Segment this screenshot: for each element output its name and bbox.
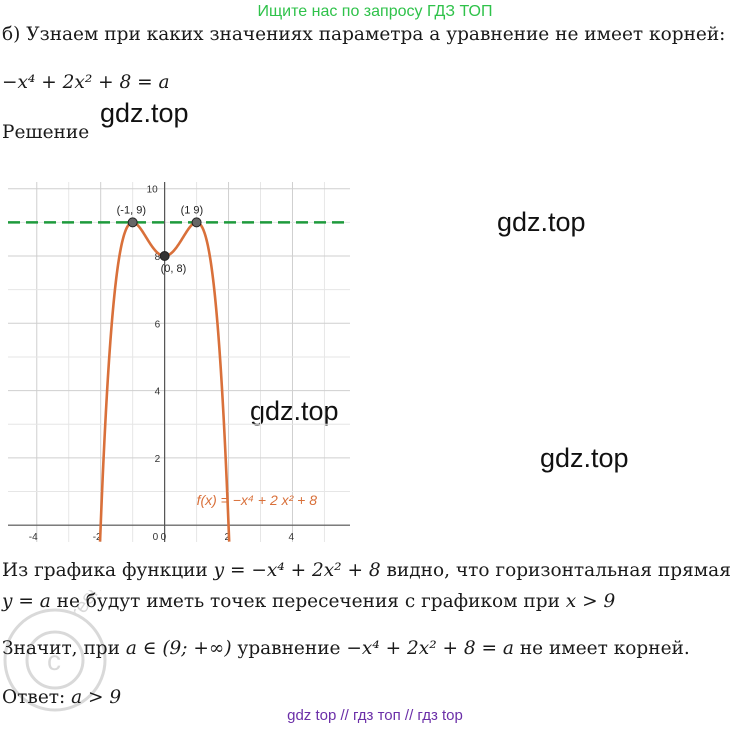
search-banner[interactable]: Ищите нас по запросу ГДЗ ТОП	[257, 3, 493, 20]
point-label: (0, 8)	[161, 263, 187, 275]
function-graph: -4 -2 0 2 4 0 2 4 6 8 10 (-1, 9) (1 9) (0, 8) f(x) =…	[8, 182, 350, 542]
solution-label: Решение	[2, 122, 90, 143]
equation: −x⁴ + 2x² + 8 = a	[2, 72, 170, 93]
reshak-stamp: c reshak.ru	[3, 590, 132, 712]
answer-line: Ответ: a > 9	[2, 687, 122, 708]
critical-point	[127, 217, 138, 228]
svg-text:reshak.ru: reshak.ru	[66, 590, 132, 623]
origin-label: 0	[153, 532, 159, 542]
point-label: (1 9)	[181, 204, 204, 216]
conclusion-line-3: Значит, при a ∈ (9; +∞) уравнение −x⁴ + …	[2, 638, 690, 659]
x-tick-label: 2	[225, 532, 231, 542]
y-tick-label: 8	[155, 252, 161, 263]
critical-point	[159, 251, 170, 262]
watermark: gdz.top	[540, 443, 629, 473]
chart-ticks: -4 -2 0 2 4 0 2 4 6 8 10	[29, 185, 295, 542]
y-tick-label: 10	[147, 185, 159, 196]
chart-axes	[8, 182, 350, 542]
x-tick-label: 4	[288, 532, 294, 542]
footer-links[interactable]: gdz top // гдз топ // гдз top	[287, 707, 463, 724]
y-tick-label: 4	[155, 387, 161, 398]
conclusion-line-2: y = a не будут иметь точек пересечения с…	[2, 591, 616, 612]
function-label: f(x) = −x⁴ + 2 x² + 8	[197, 492, 318, 508]
svg-text:c: c	[47, 645, 61, 676]
x-tick-label: -4	[29, 532, 38, 542]
y-tick-label: 2	[155, 454, 161, 465]
watermark: gdz.top	[100, 98, 189, 128]
question-text: б) Узнаем при каких значениях параметра …	[2, 24, 726, 45]
watermark: gdz.top	[497, 207, 586, 237]
y-tick-label: 6	[155, 319, 161, 330]
x-tick-label: 0	[161, 532, 167, 542]
chart-points: (-1, 9) (1 9) (0, 8)	[117, 204, 204, 275]
watermark: gdz.top	[250, 396, 339, 426]
chart-grid	[8, 182, 350, 542]
x-tick-label: -2	[93, 532, 102, 542]
conclusion-line-1: Из графика функции y = −x⁴ + 2x² + 8 вид…	[2, 560, 731, 581]
critical-point	[191, 217, 202, 228]
point-label: (-1, 9)	[117, 204, 146, 216]
